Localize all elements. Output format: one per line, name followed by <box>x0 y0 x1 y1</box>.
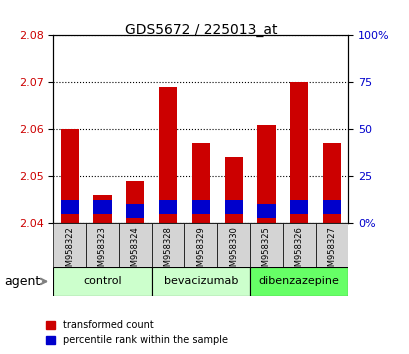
Bar <box>290 82 308 223</box>
Text: GSM958326: GSM958326 <box>294 227 303 278</box>
FancyBboxPatch shape <box>119 223 151 267</box>
Bar <box>159 200 177 214</box>
Text: GSM958328: GSM958328 <box>163 227 172 278</box>
FancyBboxPatch shape <box>217 223 249 267</box>
Text: GSM958329: GSM958329 <box>196 227 205 277</box>
Text: GSM958322: GSM958322 <box>65 227 74 277</box>
FancyBboxPatch shape <box>53 267 151 296</box>
FancyBboxPatch shape <box>315 223 348 267</box>
Text: GSM958330: GSM958330 <box>229 227 238 278</box>
Bar <box>322 143 340 223</box>
FancyBboxPatch shape <box>249 267 348 296</box>
Bar <box>93 200 111 214</box>
Bar <box>191 200 209 214</box>
Legend: transformed count, percentile rank within the sample: transformed count, percentile rank withi… <box>42 316 231 349</box>
Bar <box>61 129 79 223</box>
Bar <box>322 200 340 214</box>
Bar <box>257 204 275 218</box>
FancyBboxPatch shape <box>151 223 184 267</box>
Bar <box>224 200 242 214</box>
FancyBboxPatch shape <box>86 223 119 267</box>
Text: control: control <box>83 276 121 286</box>
Text: GDS5672 / 225013_at: GDS5672 / 225013_at <box>124 23 276 37</box>
Text: GSM958324: GSM958324 <box>130 227 139 277</box>
Text: dibenzazepine: dibenzazepine <box>258 276 339 286</box>
Bar <box>61 200 79 214</box>
Text: GSM958325: GSM958325 <box>261 227 270 277</box>
Text: GSM958323: GSM958323 <box>98 227 107 278</box>
Bar <box>257 125 275 223</box>
Bar <box>93 195 111 223</box>
Text: GSM958327: GSM958327 <box>327 227 336 278</box>
Bar <box>126 204 144 218</box>
FancyBboxPatch shape <box>53 223 86 267</box>
FancyBboxPatch shape <box>249 223 282 267</box>
Text: bevacizumab: bevacizumab <box>163 276 238 286</box>
Bar <box>126 181 144 223</box>
Bar <box>159 87 177 223</box>
Bar <box>290 200 308 214</box>
FancyBboxPatch shape <box>282 223 315 267</box>
Text: agent: agent <box>4 275 40 288</box>
Bar <box>191 143 209 223</box>
FancyBboxPatch shape <box>184 223 217 267</box>
FancyBboxPatch shape <box>151 267 249 296</box>
Bar <box>224 157 242 223</box>
